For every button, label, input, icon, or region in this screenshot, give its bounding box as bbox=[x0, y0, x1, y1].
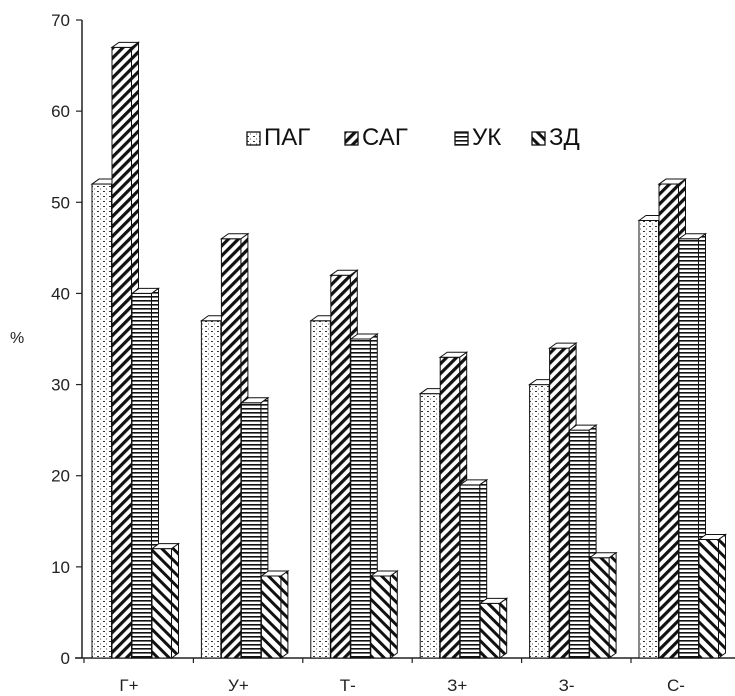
bar-top bbox=[657, 178, 688, 185]
bar-front bbox=[658, 183, 679, 659]
bar-top bbox=[130, 287, 161, 294]
legend-label: САГ bbox=[362, 124, 408, 151]
bar-top bbox=[677, 233, 708, 240]
bar-3-3 bbox=[478, 597, 509, 659]
bar-front bbox=[419, 393, 441, 659]
legend-swatch-fwd bbox=[531, 131, 546, 146]
bar-side bbox=[389, 569, 398, 659]
y-tick-label: 10 bbox=[51, 558, 70, 577]
bar-3-1 bbox=[259, 569, 290, 659]
bar-front bbox=[131, 292, 152, 659]
bar-top bbox=[349, 333, 379, 340]
y-tick-label: 20 bbox=[51, 467, 70, 486]
bar-top bbox=[259, 570, 290, 577]
bar-top bbox=[239, 397, 270, 404]
x-ticks: Г+ У+ Т- З+ З- С- bbox=[83, 658, 685, 695]
legend: ПАГ САГ УК ЗД bbox=[246, 124, 580, 151]
bar-front bbox=[589, 557, 610, 659]
bar-3-0 bbox=[150, 542, 181, 659]
legend-label: ПАГ bbox=[264, 124, 310, 151]
x-tick-label: Т- bbox=[340, 676, 356, 695]
bar-top bbox=[588, 552, 618, 559]
bar-3-4 bbox=[588, 551, 618, 659]
bar-top bbox=[548, 342, 578, 349]
bar-front bbox=[330, 274, 351, 659]
y-tick-label: 30 bbox=[51, 376, 70, 395]
bar-front bbox=[350, 338, 371, 659]
bar-side bbox=[171, 542, 179, 659]
bar-front bbox=[91, 183, 112, 659]
x-tick-label: З+ bbox=[447, 676, 467, 695]
bar-3-2 bbox=[369, 569, 399, 659]
bar-front bbox=[310, 320, 331, 659]
bar-top bbox=[150, 543, 181, 550]
y-axis-label: % bbox=[10, 330, 24, 347]
bar-2-2 bbox=[349, 333, 379, 659]
legend-label: ЗД bbox=[549, 124, 580, 151]
bar-front bbox=[638, 220, 659, 659]
bar-side bbox=[499, 597, 508, 659]
bar-top bbox=[438, 351, 469, 358]
bar-front bbox=[529, 384, 550, 659]
legend-label: УК bbox=[472, 124, 501, 151]
bar-front bbox=[479, 602, 501, 659]
bars bbox=[90, 41, 728, 659]
bar-top bbox=[219, 233, 250, 240]
y-tick-label: 40 bbox=[51, 284, 70, 303]
bar-top bbox=[458, 479, 489, 486]
bar-front bbox=[240, 402, 262, 659]
bar-front bbox=[220, 238, 242, 659]
bar-front bbox=[439, 356, 461, 659]
legend-swatch-horiz bbox=[454, 131, 469, 146]
y-ticks: 0 10 20 30 40 50 60 70 bbox=[51, 11, 82, 668]
bar-top bbox=[697, 534, 728, 541]
y-tick-label: 50 bbox=[51, 193, 70, 212]
bar-front bbox=[260, 575, 282, 659]
bar-top bbox=[478, 597, 509, 604]
x-tick-label: У+ bbox=[228, 676, 249, 695]
x-tick-label: З- bbox=[559, 676, 575, 695]
bar-front bbox=[459, 484, 481, 659]
bar-front bbox=[111, 46, 132, 659]
bar-front bbox=[549, 347, 570, 659]
bar-front bbox=[569, 429, 590, 659]
y-tick-label: 70 bbox=[51, 11, 70, 30]
bar-2-0 bbox=[130, 287, 161, 659]
bar-3-5 bbox=[697, 533, 728, 659]
x-tick-label: Г+ bbox=[119, 676, 138, 695]
bar-front bbox=[698, 539, 719, 659]
legend-swatch-back bbox=[344, 131, 359, 146]
bar-top bbox=[329, 269, 359, 276]
bar-front bbox=[678, 238, 699, 659]
bar-top bbox=[369, 570, 399, 577]
legend-swatch-dots bbox=[246, 131, 261, 146]
bar-front bbox=[200, 320, 222, 659]
bar-side bbox=[280, 569, 289, 659]
y-tick-label: 0 bbox=[61, 649, 70, 668]
bar-side bbox=[608, 551, 617, 659]
bar-top bbox=[568, 424, 598, 431]
bar-front bbox=[151, 548, 172, 659]
bar-top bbox=[110, 41, 141, 48]
bar-side bbox=[718, 533, 726, 659]
bar-front bbox=[370, 575, 391, 659]
y-tick-label: 60 bbox=[51, 102, 70, 121]
x-tick-label: С- bbox=[667, 676, 685, 695]
